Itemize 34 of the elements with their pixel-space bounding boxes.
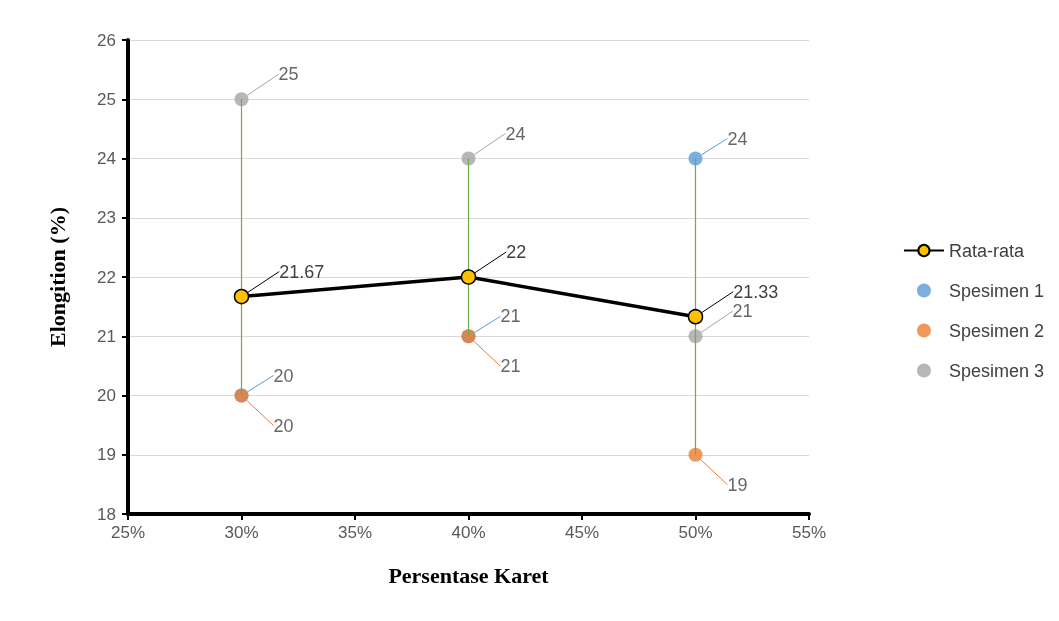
y-tick-label: 20 bbox=[97, 386, 116, 405]
data-label: 21 bbox=[500, 306, 521, 327]
y-tick-label: 26 bbox=[97, 30, 116, 50]
legend-label: Spesimen 2 bbox=[948, 320, 1045, 341]
data-label: 21.67 bbox=[279, 261, 325, 282]
y-tick-label: 22 bbox=[97, 267, 116, 287]
x-tick-label: 55% bbox=[791, 523, 827, 542]
y-tick-label: 25 bbox=[97, 89, 116, 109]
x-tick-label: 30% bbox=[224, 523, 259, 542]
x-axis-title: Persentase Karet bbox=[388, 562, 550, 588]
y-tick-label: 23 bbox=[97, 208, 116, 228]
y-tick-label: 24 bbox=[97, 149, 116, 168]
x-tick-label: 25% bbox=[110, 523, 146, 542]
data-label: 21.33 bbox=[733, 281, 779, 302]
data-label: 24 bbox=[727, 128, 748, 149]
x-tick-label: 45% bbox=[564, 523, 600, 542]
data-label: 21 bbox=[732, 301, 753, 322]
y-tick-label: 21 bbox=[97, 326, 116, 346]
data-label: 20 bbox=[273, 365, 294, 386]
y-tick-label: 19 bbox=[97, 445, 116, 465]
data-label: 25 bbox=[278, 64, 299, 85]
data-label: 22 bbox=[506, 242, 527, 262]
x-tick-label: 50% bbox=[678, 523, 713, 542]
legend-label: Rata-rata bbox=[948, 240, 1025, 261]
legend-label: Spesimen 1 bbox=[948, 280, 1045, 301]
y-axis-title: Elongition (%) bbox=[44, 207, 70, 347]
x-tick-label: 40% bbox=[451, 523, 486, 542]
legend-label: Spesimen 3 bbox=[948, 360, 1045, 381]
data-label: 19 bbox=[727, 474, 748, 495]
data-label: 20 bbox=[273, 415, 294, 436]
data-label: 24 bbox=[505, 123, 526, 144]
x-tick-label: 35% bbox=[337, 523, 373, 542]
data-label: 21 bbox=[500, 356, 521, 377]
y-tick-label: 18 bbox=[97, 504, 116, 524]
